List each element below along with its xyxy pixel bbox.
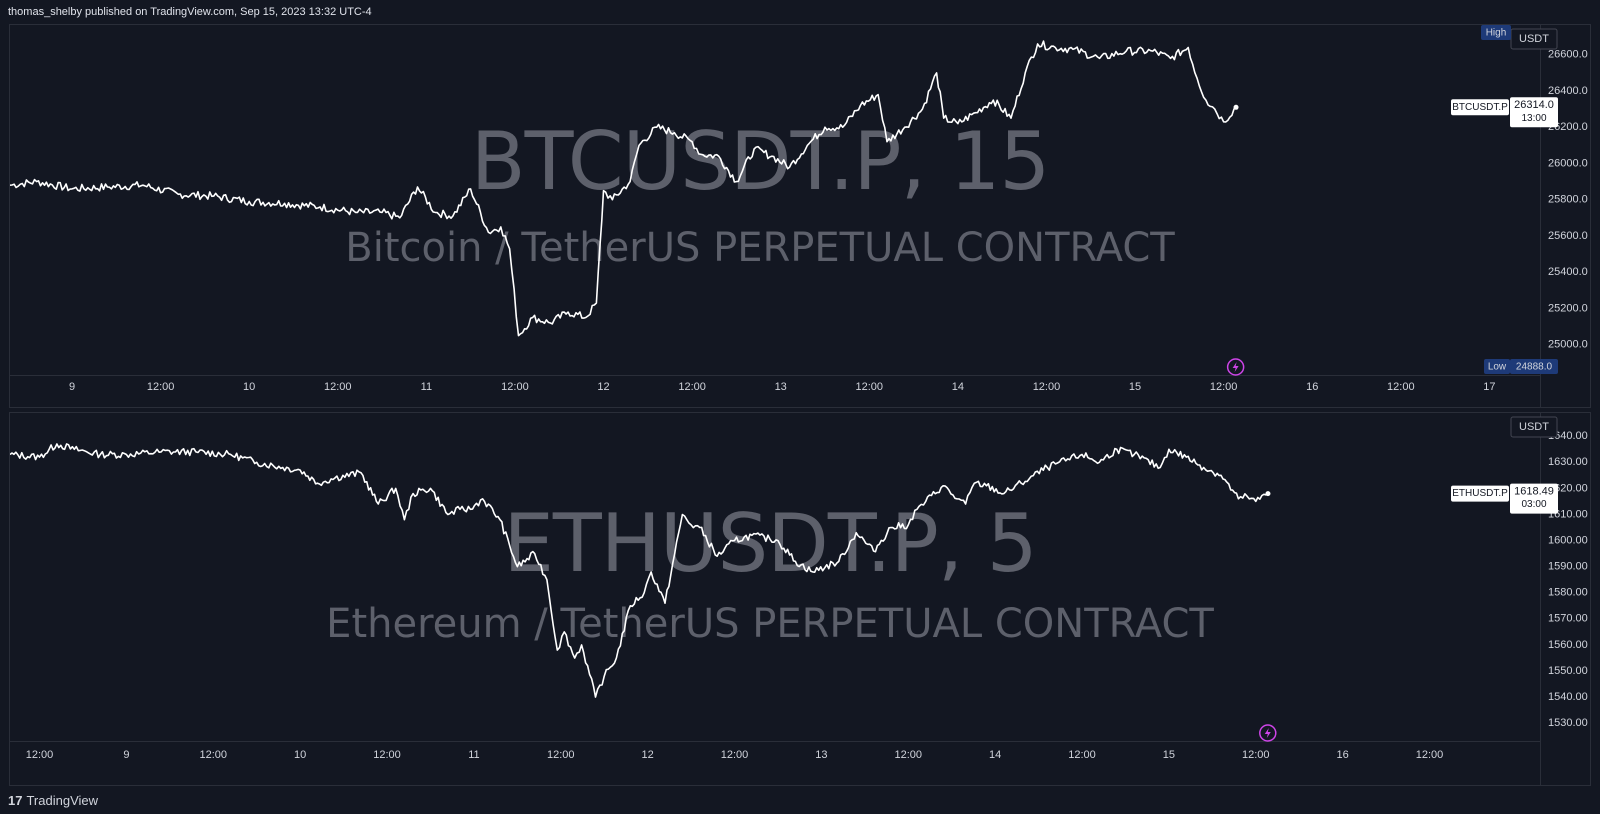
eth-chart-pane[interactable]: ETHUSDT.P, 5 Ethereum / TetherUS PERPETU… — [9, 412, 1591, 786]
btc-chart-pane[interactable]: BTCUSDT.P, 15 Bitcoin / TetherUS PERPETU… — [9, 24, 1591, 408]
btc-y-tick-label: 26000.0 — [1548, 157, 1588, 169]
eth-y-tick-label: 1570.00 — [1548, 613, 1588, 625]
eth-x-tick-label: 12:00 — [26, 749, 54, 761]
eth-x-tick-label: 12 — [642, 749, 654, 761]
eth-x-tick-label: 9 — [123, 749, 129, 761]
btc-price-line — [10, 40, 1237, 337]
publish-header: thomas_shelby published on TradingView.c… — [0, 0, 1600, 24]
btc-x-tick-label: 15 — [1129, 381, 1141, 393]
eth-x-tick-label: 12:00 — [1242, 749, 1270, 761]
eth-y-tick-label: 1550.00 — [1548, 665, 1588, 677]
eth-x-tick-label: 10 — [294, 749, 306, 761]
btc-x-tick-label: 16 — [1306, 381, 1318, 393]
btc-x-tick-label: 12:00 — [1210, 381, 1238, 393]
btc-chart-svg[interactable]: 26600.026400.026200.026000.025800.025600… — [10, 25, 1590, 407]
btc-x-tick-label: 11 — [421, 381, 432, 393]
eth-x-tick-label: 11 — [468, 749, 479, 761]
eth-x-tick-label: 13 — [815, 749, 827, 761]
footer: 17 TradingView — [0, 786, 1600, 814]
eth-x-tick-label: 15 — [1163, 749, 1175, 761]
tradingview-logo[interactable]: 17 TradingView — [8, 793, 98, 808]
eth-last-price-label: 1618.49 — [1514, 486, 1554, 498]
btc-x-tick-label: 12:00 — [1033, 381, 1061, 393]
tradingview-logo-text: TradingView — [26, 793, 99, 808]
btc-x-tick-label: 12:00 — [324, 381, 352, 393]
publish-line: thomas_shelby published on TradingView.c… — [8, 6, 372, 18]
btc-high-badge — [1481, 25, 1511, 40]
btc-high-label: High — [1486, 28, 1507, 39]
eth-price-line — [10, 443, 1269, 698]
btc-y-tick-label: 26400.0 — [1548, 85, 1588, 97]
btc-x-tick-label: 9 — [69, 381, 75, 393]
eth-x-tick-label: 14 — [989, 749, 1001, 761]
btc-lightning-bolt — [1232, 362, 1239, 372]
eth-y-tick-label: 1530.00 — [1548, 717, 1588, 729]
tradingview-logo-mark: 17 — [8, 793, 23, 808]
eth-symbol-label: ETHUSDT.P — [1452, 488, 1508, 499]
btc-x-tick-label: 12:00 — [147, 381, 175, 393]
btc-x-tick-label: 13 — [775, 381, 787, 393]
eth-currency-button — [1510, 416, 1558, 438]
btc-last-price-label: 26314.0 — [1514, 99, 1554, 111]
btc-x-tick-label: 12:00 — [501, 381, 529, 393]
eth-x-tick-label: 12:00 — [373, 749, 401, 761]
eth-y-tick-label: 1540.00 — [1548, 691, 1588, 703]
btc-y-tick-label: 26600.0 — [1548, 49, 1588, 61]
eth-x-tick-label: 12:00 — [1068, 749, 1096, 761]
btc-x-tick-label: 12:00 — [1387, 381, 1415, 393]
btc-x-tick-label: 17 — [1483, 381, 1495, 393]
btc-countdown-label: 13:00 — [1521, 113, 1546, 124]
eth-price-axis-divider — [1540, 413, 1541, 785]
eth-x-tick-label: 12:00 — [895, 749, 923, 761]
eth-y-tick-label: 1590.00 — [1548, 561, 1588, 573]
eth-y-tick-label: 1640.00 — [1548, 430, 1588, 442]
btc-low-label: Low — [1488, 362, 1507, 373]
eth-last-point — [1265, 491, 1271, 497]
eth-y-tick-label: 1600.00 — [1548, 534, 1588, 546]
btc-x-tick-label: 12 — [597, 381, 609, 393]
btc-y-tick-label: 25000.0 — [1548, 339, 1588, 351]
eth-x-tick-label: 16 — [1337, 749, 1349, 761]
eth-y-tick-label: 1580.00 — [1548, 587, 1588, 599]
btc-x-tick-label: 14 — [952, 381, 964, 393]
btc-low-badge — [1484, 359, 1510, 374]
eth-x-tick-label: 12:00 — [547, 749, 575, 761]
btc-time-axis-divider — [10, 375, 1540, 376]
btc-last-price-box — [1510, 97, 1558, 128]
eth-x-tick-label: 12:00 — [200, 749, 228, 761]
eth-lightning-icon — [1259, 724, 1277, 742]
btc-x-tick-label: 12:00 — [678, 381, 706, 393]
btc-low-value: 24888.0 — [1516, 362, 1553, 373]
btc-symbol-label: BTCUSDT.P — [1452, 102, 1508, 113]
eth-currency-label: USDT — [1519, 421, 1549, 433]
eth-countdown-label: 03:00 — [1521, 499, 1546, 510]
btc-y-tick-label: 25400.0 — [1548, 266, 1588, 278]
btc-currency-label: USDT — [1519, 33, 1549, 45]
eth-last-price-box — [1510, 483, 1558, 514]
eth-x-tick-label: 12:00 — [1416, 749, 1444, 761]
eth-y-tick-label: 1560.00 — [1548, 639, 1588, 651]
btc-price-axis-divider — [1540, 25, 1541, 407]
eth-time-axis-divider — [10, 741, 1540, 742]
btc-lightning-icon — [1226, 358, 1245, 376]
eth-symbol-badge — [1451, 485, 1509, 502]
btc-x-tick-label: 12:00 — [856, 381, 884, 393]
btc-y-tick-label: 25200.0 — [1548, 302, 1588, 314]
btc-low-value-box — [1510, 359, 1558, 374]
btc-x-tick-label: 10 — [243, 381, 255, 393]
eth-x-tick-label: 12:00 — [721, 749, 749, 761]
btc-y-tick-label: 25800.0 — [1548, 194, 1588, 206]
eth-lightning-bolt — [1264, 728, 1271, 738]
btc-currency-button — [1510, 28, 1558, 50]
eth-chart-svg[interactable]: 1640.001630.001620.001610.001600.001590.… — [10, 413, 1590, 785]
eth-y-tick-label: 1630.00 — [1548, 456, 1588, 468]
btc-last-point — [1233, 104, 1239, 110]
btc-y-tick-label: 25600.0 — [1548, 230, 1588, 242]
btc-symbol-badge — [1451, 99, 1509, 116]
